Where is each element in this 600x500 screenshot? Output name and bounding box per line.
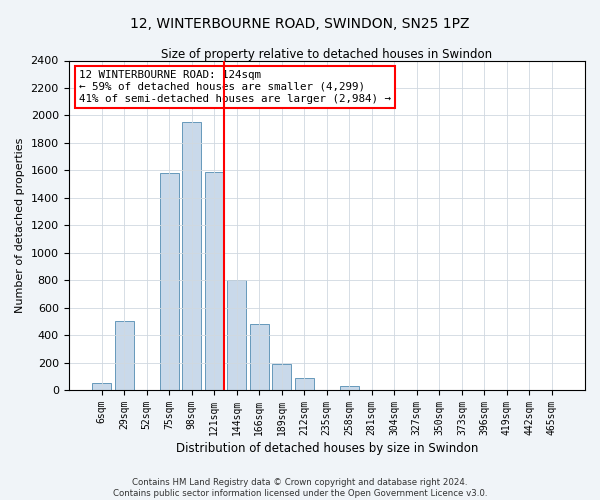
Bar [227,280,246,390]
Text: 12 WINTERBOURNE ROAD: 124sqm
← 59% of detached houses are smaller (4,299)
41% of: 12 WINTERBOURNE ROAD: 124sqm ← 59% of de… [79,70,391,104]
Title: Size of property relative to detached houses in Swindon: Size of property relative to detached ho… [161,48,493,60]
Text: Contains HM Land Registry data © Crown copyright and database right 2024.
Contai: Contains HM Land Registry data © Crown c… [113,478,487,498]
X-axis label: Distribution of detached houses by size in Swindon: Distribution of detached houses by size … [176,442,478,455]
Bar [272,364,291,390]
Bar [340,386,359,390]
Bar [250,324,269,390]
Bar [92,383,111,390]
Bar [160,173,179,390]
Bar [205,172,224,390]
Bar [295,378,314,390]
Text: 12, WINTERBOURNE ROAD, SWINDON, SN25 1PZ: 12, WINTERBOURNE ROAD, SWINDON, SN25 1PZ [130,18,470,32]
Bar [115,322,134,390]
Y-axis label: Number of detached properties: Number of detached properties [15,138,25,313]
Bar [182,122,201,390]
